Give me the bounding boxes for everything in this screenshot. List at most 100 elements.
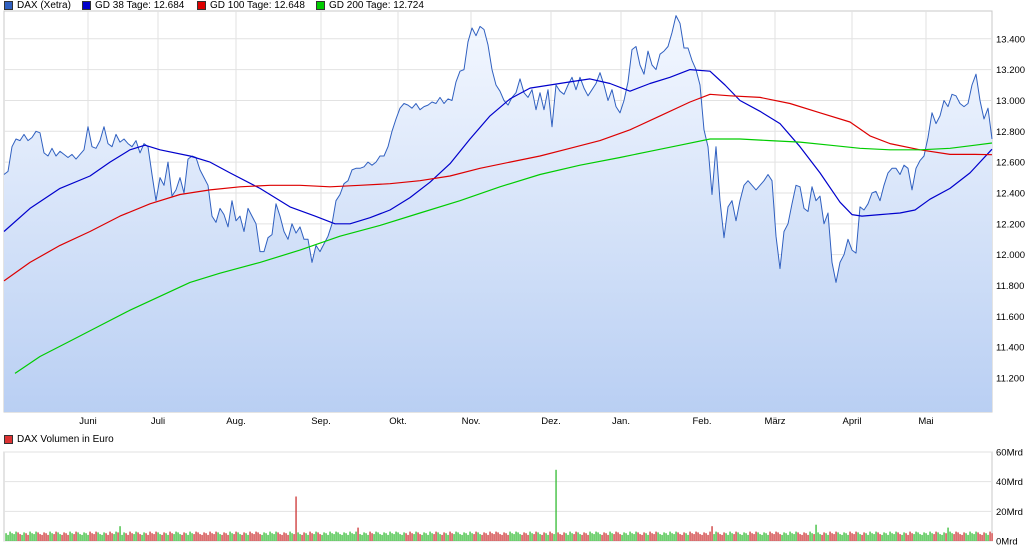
volume-bar [251,533,253,541]
volume-bar [905,533,907,541]
volume-bar [779,534,781,541]
volume-bar [237,532,239,541]
volume-bar [433,534,435,541]
legend-swatch [4,435,13,444]
volume-bar [387,534,389,541]
volume-bar [967,534,969,541]
volume-bar [625,533,627,541]
volume-bar [525,533,527,541]
price-y-tick-label: 11.800 [996,281,1024,292]
volume-bar [399,534,401,541]
volume-bar [141,534,143,541]
volume-bar [453,534,455,541]
volume-bar [697,532,699,541]
volume-bar [873,534,875,541]
volume-bar [923,532,925,541]
volume-bar [57,532,59,541]
volume-bar [569,531,571,541]
volume-bar [235,531,237,541]
volume-bar [99,534,101,541]
volume-bar [129,531,131,541]
price-y-tick-label: 12.800 [996,127,1025,138]
volume-bar [921,534,923,541]
volume-bar [329,531,331,541]
volume-bar [825,533,827,541]
volume-bar [317,532,319,541]
volume-bar [467,534,469,541]
volume-bar [511,533,513,541]
volume-bar [975,531,977,541]
volume-bar [407,534,409,541]
volume-bar [527,534,529,541]
volume-bar [177,532,179,541]
volume-bar [799,534,801,541]
volume-bar [763,532,765,541]
volume-bar [441,534,443,541]
volume-bar [935,531,937,541]
month-label: Sep. [311,416,331,427]
volume-bar [537,532,539,541]
volume-bar [37,532,39,541]
volume-bar [333,534,335,541]
volume-bar [429,531,431,541]
volume-bar [529,531,531,541]
volume-bar [367,534,369,541]
volume-bar [17,532,19,541]
volume-bar [267,534,269,541]
volume-bar [385,533,387,541]
month-label: April [842,416,861,427]
volume-bar [589,531,591,541]
volume-bar [447,534,449,541]
volume-bar [543,532,545,541]
volume-bar [655,531,657,541]
volume-bar [351,533,353,541]
volume-bar [541,534,543,541]
volume-bar [981,534,983,541]
volume-bar [979,534,981,541]
legend-item: DAX (Xetra) [4,0,71,11]
volume-bar [841,534,843,541]
volume-bar [413,534,415,541]
volume-bar [627,534,629,541]
volume-bar [119,526,121,541]
volume-bar [899,534,901,541]
volume-bar [371,533,373,541]
volume-bar [473,534,475,541]
volume-bar [939,534,941,541]
volume-bar [185,533,187,541]
volume-bar [853,534,855,541]
volume-bar [711,526,713,541]
volume-bar [653,534,655,541]
volume-bar [533,534,535,541]
volume-bar [167,534,169,541]
volume-y-tick-label: 40Mrd [996,477,1023,488]
legend-label: GD 200 Tage: 12.724 [329,0,424,11]
volume-bar [33,534,35,541]
volume-bar [393,534,395,541]
volume-bar [717,532,719,541]
volume-bar [375,531,377,541]
volume-bar [801,534,803,541]
volume-bar [463,532,465,541]
volume-bar [521,534,523,541]
volume-bar [621,534,623,541]
volume-bar [507,534,509,541]
volume-bar [549,531,551,541]
volume-bar [599,534,601,541]
volume-bar [163,532,165,541]
legend-label: DAX (Xetra) [17,0,71,11]
volume-bar [219,534,221,541]
volume-bar [95,531,97,541]
volume-bar [893,534,895,541]
volume-bar [151,533,153,541]
volume-bar [673,534,675,541]
volume-bar [619,534,621,541]
volume-bar [417,532,419,541]
volume-bar [585,533,587,541]
volume-bar [239,534,241,541]
volume-bar [699,534,701,541]
volume-bar [877,532,879,541]
month-label: Jan. [612,416,630,427]
volume-bar [93,534,95,541]
